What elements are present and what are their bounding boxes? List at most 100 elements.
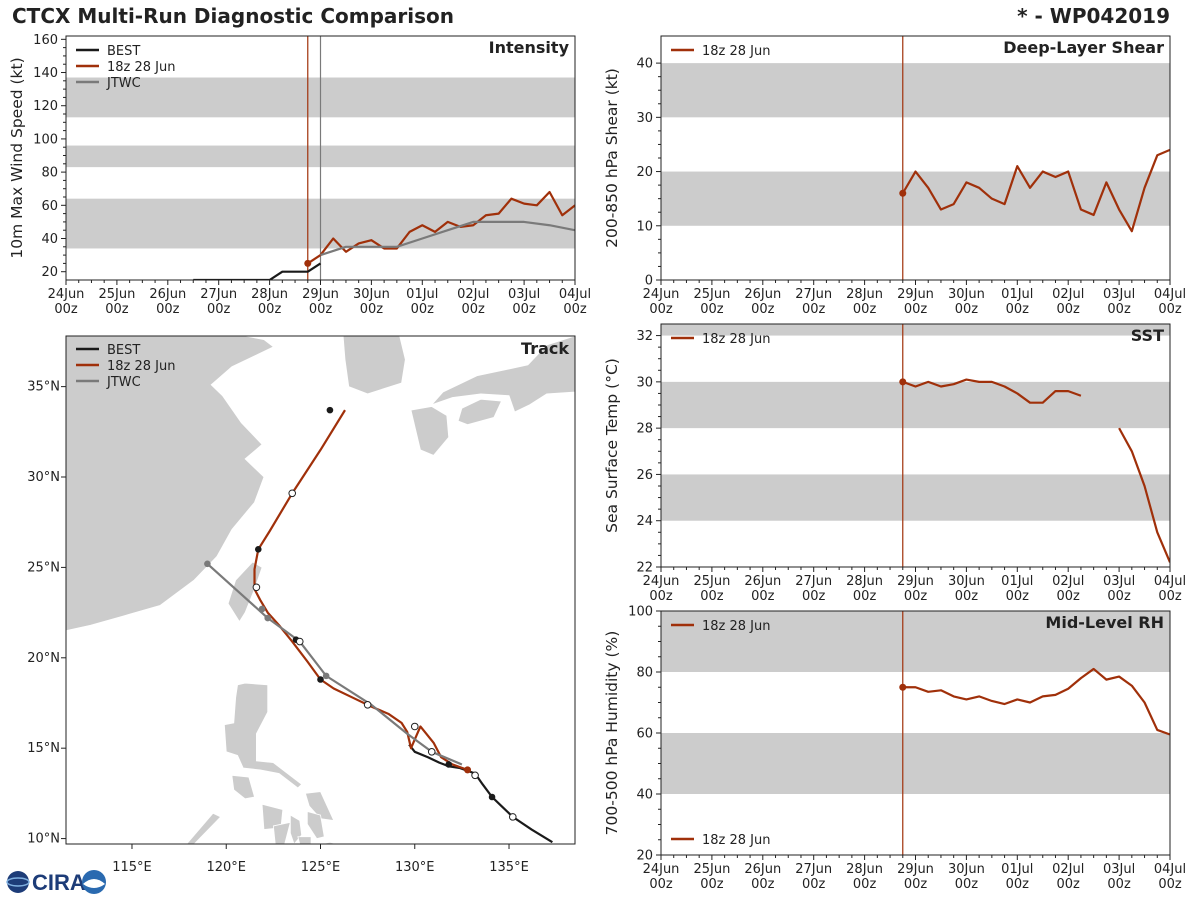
rh-ytick-label: 20 bbox=[636, 849, 653, 864]
sst-xtick-label: 29Jun bbox=[897, 574, 934, 589]
shear-ytick-label: 10 bbox=[636, 219, 653, 234]
sst-xtick-label: 26Jun bbox=[744, 574, 781, 589]
track-position-marker bbox=[204, 560, 211, 568]
shear-xtick-label: 00z bbox=[853, 302, 877, 317]
land-bohol bbox=[297, 836, 312, 844]
rh-xtick-label: 02Jul bbox=[1052, 862, 1084, 877]
intensity-ytick-label: 160 bbox=[33, 33, 58, 48]
cira-logo-text: CIRA bbox=[32, 870, 86, 895]
sst-title: SST bbox=[1131, 326, 1164, 345]
storm-id: * - WP042019 bbox=[1017, 4, 1170, 28]
track-position-marker bbox=[258, 605, 266, 613]
noaa-wave-icon bbox=[83, 879, 105, 888]
sst-ylabel: Sea Surface Temp (°C) bbox=[603, 358, 621, 533]
track-xtick-label: 135°E bbox=[489, 860, 529, 875]
rh-ytick-label: 40 bbox=[636, 788, 653, 803]
intensity-xtick-label: 00z bbox=[512, 302, 536, 317]
sst-frame bbox=[660, 323, 1171, 568]
track-legend-label: BEST bbox=[107, 343, 140, 358]
sst-ytick-label: 26 bbox=[636, 468, 653, 483]
rh-xtick-label: 26Jun bbox=[744, 862, 781, 877]
rh-ytick-label: 60 bbox=[636, 727, 653, 742]
rh-xtick-label: 00z bbox=[1107, 877, 1131, 892]
rh-xtick-label: 00z bbox=[1158, 877, 1182, 892]
intensity-xtick-label: 00z bbox=[462, 302, 486, 317]
shear-xtick-label: 28Jun bbox=[846, 287, 883, 302]
shear-band-0 bbox=[661, 171, 1170, 226]
intensity-series-best bbox=[193, 262, 322, 280]
shear-xtick-label: 00z bbox=[751, 302, 775, 317]
sst-xtick-label: 00z bbox=[853, 589, 877, 604]
sst-legend-label: 18z 28 Jun bbox=[702, 332, 771, 347]
land-palawan bbox=[186, 812, 222, 844]
shear-plot-area bbox=[661, 36, 1170, 280]
cira-globe-ring bbox=[6, 877, 30, 887]
shear-xtick-label: 03Jul bbox=[1103, 287, 1135, 302]
rh-series-start-point bbox=[899, 683, 907, 691]
sst-xtick-label: 04Jul bbox=[1154, 574, 1186, 589]
sst-xtick-label: 00z bbox=[649, 589, 673, 604]
shear-xtick-label: 00z bbox=[955, 302, 979, 317]
intensity-xtick-label: 27Jun bbox=[200, 287, 237, 302]
land-samar bbox=[304, 791, 335, 821]
shear-xtick-label: 00z bbox=[1107, 302, 1131, 317]
track-ytick-label: 35°N bbox=[27, 380, 60, 395]
shear-xtick-label: 02Jul bbox=[1052, 287, 1084, 302]
shear-xtick-label: 04Jul bbox=[1154, 287, 1186, 302]
rh-xtick-label: 30Jun bbox=[948, 862, 985, 877]
land-china-mainland bbox=[66, 336, 275, 632]
shear-frame bbox=[660, 35, 1171, 281]
track-run-start-point bbox=[464, 766, 472, 774]
intensity-xtick-label: 24Jun bbox=[48, 287, 85, 302]
rh-band-1 bbox=[661, 611, 1170, 672]
track-position-marker bbox=[264, 614, 272, 622]
sst-ytick-label: 28 bbox=[636, 422, 653, 437]
shear-xtick-label: 01Jul bbox=[1001, 287, 1033, 302]
rh-xtick-label: 04Jul bbox=[1154, 862, 1186, 877]
track-position-marker bbox=[322, 672, 330, 680]
cira-logo: CIRA bbox=[6, 870, 106, 895]
shear-series-start-point bbox=[899, 189, 907, 197]
shear-ytick-label: 20 bbox=[636, 165, 653, 180]
sst-xtick-label: 27Jun bbox=[795, 574, 832, 589]
intensity-xtick-label: 00z bbox=[156, 302, 180, 317]
intensity-xtick-label: 02Jul bbox=[457, 287, 489, 302]
rh-band-0 bbox=[661, 733, 1170, 794]
rh-ytick-label: 80 bbox=[636, 666, 653, 681]
sst-series-18z-28-jun-cont- bbox=[1118, 427, 1170, 563]
sst-xtick-label: 00z bbox=[1006, 589, 1030, 604]
intensity-xtick-label: 29Jun bbox=[302, 287, 339, 302]
track-ytick-label: 10°N bbox=[27, 832, 60, 847]
track-xtick-label: 130°E bbox=[395, 860, 435, 875]
intensity-ytick-label: 100 bbox=[33, 132, 58, 147]
track-legend-label: 18z 28 Jun bbox=[107, 359, 176, 374]
intensity-ytick-label: 20 bbox=[41, 265, 58, 280]
intensity-xtick-label: 00z bbox=[309, 302, 333, 317]
sst-xtick-label: 01Jul bbox=[1001, 574, 1033, 589]
track-position-marker bbox=[326, 406, 334, 414]
shear-xtick-label: 00z bbox=[649, 302, 673, 317]
cira-globe-icon bbox=[7, 871, 29, 893]
land-honshu bbox=[430, 336, 575, 413]
rh-xtick-label: 03Jul bbox=[1103, 862, 1135, 877]
shear-xtick-label: 29Jun bbox=[897, 287, 934, 302]
sst-xtick-label: 30Jun bbox=[948, 574, 985, 589]
track-jtwc bbox=[206, 562, 463, 766]
intensity-legend-label: 18z 28 Jun bbox=[107, 60, 176, 75]
rh-xtick-label: 27Jun bbox=[795, 862, 832, 877]
shear-xtick-label: 00z bbox=[1057, 302, 1081, 317]
rh-xtick-label: 00z bbox=[751, 877, 775, 892]
track-position-marker bbox=[488, 793, 496, 801]
sst-xtick-label: 00z bbox=[904, 589, 928, 604]
intensity-xtick-label: 03Jul bbox=[508, 287, 540, 302]
sst-band-1 bbox=[661, 381, 1170, 429]
shear-xtick-label: 24Jun bbox=[643, 287, 680, 302]
rh-frame bbox=[660, 610, 1171, 856]
land-negros bbox=[272, 821, 291, 844]
rh-xtick-label: 00z bbox=[1057, 877, 1081, 892]
track-plot-area bbox=[66, 336, 575, 844]
rh-plot-area bbox=[661, 611, 1170, 855]
intensity-xtick-label: 04Jul bbox=[559, 287, 591, 302]
rh-xtick-label: 00z bbox=[649, 877, 673, 892]
intensity-xtick-label: 30Jun bbox=[353, 287, 390, 302]
